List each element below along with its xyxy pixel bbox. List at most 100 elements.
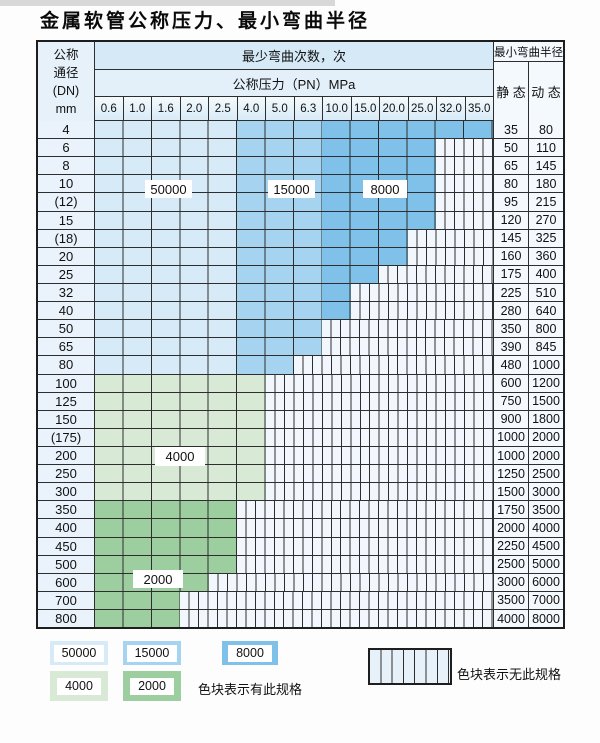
dn-cell: 32 xyxy=(38,283,95,302)
spec-band xyxy=(95,410,266,428)
no-spec-band xyxy=(436,193,493,211)
static-radius-cell: 480 xyxy=(493,356,528,374)
table-header: 公称 通径 (DN) mm 最少弯曲次数，次 公称压力（PN）MPa 0.6 1.0 1.… xyxy=(38,42,563,121)
dynamic-radius-cell: 180 xyxy=(528,175,563,193)
nominal-pressure-header: 公称压力（PN）MPa xyxy=(95,70,493,97)
dn-cell: 20 xyxy=(38,247,95,265)
pressure-header: 最少弯曲次数，次 公称压力（PN）MPa 0.6 1.0 1.6 2.0 2.5 4.0 5… xyxy=(95,42,493,121)
spec-band xyxy=(95,338,238,356)
no-spec-band xyxy=(350,302,493,320)
spec-band xyxy=(322,283,351,302)
spec-band xyxy=(95,356,238,374)
pressure-column-header: 25.0 xyxy=(408,97,437,120)
pressure-grid xyxy=(95,609,493,628)
static-radius-cell: 1000 xyxy=(493,446,528,465)
bend-cycles-header: 最少弯曲次数，次 xyxy=(95,42,493,70)
dn-cell: 200 xyxy=(38,446,95,465)
dn-cell: 40 xyxy=(38,302,95,320)
spec-band xyxy=(95,519,238,537)
table-row: 20 160 360 xyxy=(38,246,563,265)
pressure-column-header: 5.0 xyxy=(266,97,295,120)
dynamic-radius-cell: 145 xyxy=(528,157,563,175)
static-column-header: 静 态 xyxy=(494,62,529,121)
spec-band xyxy=(237,121,323,139)
legend-swatch-label: 50000 xyxy=(53,644,105,662)
pressure-grid xyxy=(95,121,493,139)
static-radius-cell: 160 xyxy=(493,247,528,265)
spec-band xyxy=(95,193,238,211)
cycle-count-label: 8000 xyxy=(363,180,407,198)
table-body: 4 35 80 6 50 110 8 65 145 10 80 180 (12) 95 215 15 120 27… xyxy=(38,121,563,628)
cycle-count-label: 4000 xyxy=(155,447,205,466)
pressure-grid xyxy=(95,157,493,175)
static-radius-cell: 145 xyxy=(493,229,528,247)
spec-band xyxy=(95,392,266,410)
no-spec-band xyxy=(237,555,493,573)
no-spec-band xyxy=(436,139,493,157)
no-spec-band xyxy=(237,501,493,519)
static-radius-cell: 2500 xyxy=(493,555,528,573)
static-radius-cell: 2000 xyxy=(493,519,528,537)
no-spec-band xyxy=(322,320,493,338)
static-radius-cell: 4000 xyxy=(493,609,528,628)
dynamic-radius-cell: 7000 xyxy=(528,591,563,609)
spec-band xyxy=(322,229,408,247)
spec-band xyxy=(95,211,238,229)
legend-swatch-label: 8000 xyxy=(228,644,272,662)
pressure-grid xyxy=(95,591,493,609)
no-spec-band xyxy=(237,519,493,537)
pressure-grid xyxy=(95,519,493,537)
legend-swatch-label: 2000 xyxy=(130,677,174,695)
dn-cell: 100 xyxy=(38,374,95,392)
pressure-column-header: 20.0 xyxy=(380,97,409,120)
pressure-grid xyxy=(95,356,493,374)
table-row: (18) 145 325 xyxy=(38,228,563,247)
dn-cell: 500 xyxy=(38,555,95,573)
dynamic-radius-cell: 270 xyxy=(528,211,563,229)
pressure-grid xyxy=(95,465,493,483)
table-row: 4 35 80 xyxy=(38,121,563,139)
pressure-grid xyxy=(95,283,493,302)
legend-swatch-label: 4000 xyxy=(57,677,101,695)
pressure-grid xyxy=(95,247,493,265)
table-row: 100 600 1200 xyxy=(38,373,563,392)
dynamic-radius-cell: 400 xyxy=(528,265,563,283)
spec-band xyxy=(237,229,323,247)
dn-cell: 125 xyxy=(38,392,95,410)
static-radius-cell: 2250 xyxy=(493,537,528,555)
pressure-column-header: 2.0 xyxy=(180,97,209,120)
spec-band xyxy=(95,320,238,338)
pressure-values-row: 0.6 1.0 1.6 2.0 2.5 4.0 5.0 6.3 10.0 15.0 20.0 25.0… xyxy=(95,97,493,121)
spec-band xyxy=(322,193,437,211)
pressure-grid xyxy=(95,555,493,573)
spec-table: 公称 通径 (DN) mm 最少弯曲次数，次 公称压力（PN）MPa 0.6 1.0 1.… xyxy=(36,40,565,629)
table-row: (12) 95 215 xyxy=(38,192,563,211)
pressure-grid xyxy=(95,501,493,519)
pressure-column-header: 4.0 xyxy=(237,97,266,120)
no-spec-band xyxy=(407,247,493,265)
pressure-column-header: 15.0 xyxy=(351,97,380,120)
spec-band xyxy=(95,121,238,139)
static-radius-cell: 1750 xyxy=(493,501,528,519)
table-row: 600 3000 6000 xyxy=(38,572,563,591)
spec-band xyxy=(95,302,238,320)
table-row: 40 280 640 xyxy=(38,301,563,320)
spec-band xyxy=(95,609,181,628)
dynamic-radius-cell: 6000 xyxy=(528,573,563,591)
static-radius-cell: 225 xyxy=(493,283,528,302)
static-radius-cell: 390 xyxy=(493,338,528,356)
static-radius-cell: 175 xyxy=(493,265,528,283)
static-radius-cell: 900 xyxy=(493,410,528,428)
dn-cell: 600 xyxy=(38,573,95,591)
no-spec-band xyxy=(265,428,493,446)
no-spec-band xyxy=(407,229,493,247)
dn-cell: 80 xyxy=(38,356,95,374)
dn-cell: 700 xyxy=(38,591,95,609)
table-row: 450 2250 4500 xyxy=(38,536,563,555)
spec-band xyxy=(95,483,266,501)
static-radius-cell: 120 xyxy=(493,211,528,229)
dn-cell: 6 xyxy=(38,139,95,157)
pressure-grid xyxy=(95,410,493,428)
spec-band xyxy=(95,537,238,555)
no-spec-band xyxy=(436,211,493,229)
